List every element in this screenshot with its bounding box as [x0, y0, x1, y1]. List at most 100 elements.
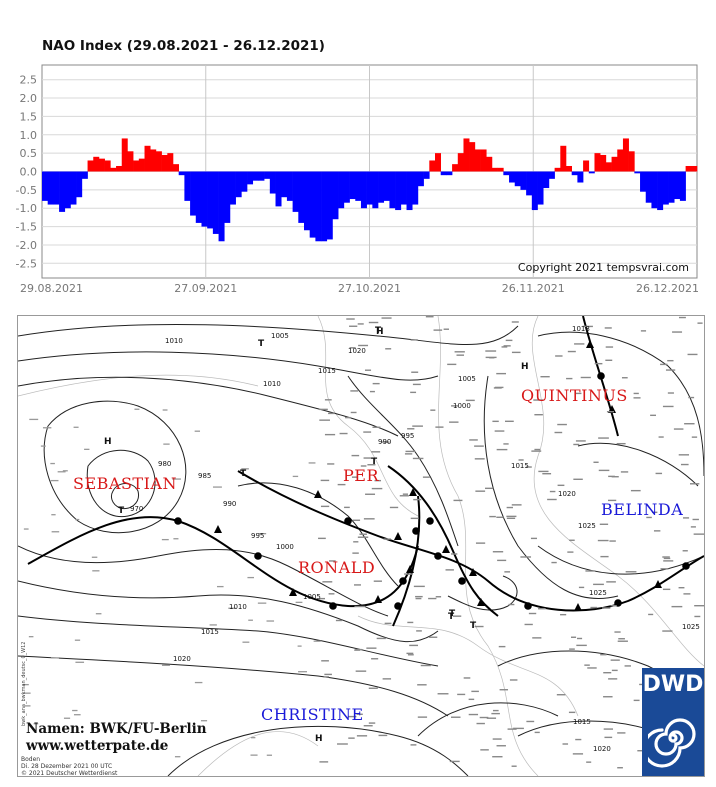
station-plot — [350, 411, 357, 414]
station-plot — [74, 518, 80, 521]
station-plot — [590, 606, 598, 609]
station-plot — [323, 676, 329, 678]
station-plot — [415, 597, 422, 600]
station-plot — [556, 694, 566, 696]
station-plot — [28, 636, 34, 638]
station-plot — [402, 493, 409, 495]
nao-bar — [167, 153, 174, 172]
station-plot — [480, 749, 489, 751]
nao-bar — [446, 171, 453, 176]
y-tick-label: -1.0 — [16, 202, 37, 215]
station-plot — [602, 607, 611, 609]
isobar-value-label: 1005 — [458, 375, 476, 383]
x-tick-label: 27.09.2021 — [174, 282, 237, 295]
nao-bar — [190, 171, 197, 216]
station-plot — [328, 412, 335, 415]
station-plot — [662, 630, 673, 632]
station-plot — [292, 475, 299, 478]
station-plot — [573, 478, 583, 480]
station-plot — [364, 369, 372, 371]
nao-bar — [121, 138, 128, 172]
station-plot — [501, 346, 508, 348]
station-plot — [63, 717, 71, 719]
warm-front-marker — [344, 517, 352, 525]
isobar-value-label: 980 — [158, 460, 171, 468]
nao-bar — [116, 165, 123, 172]
station-plot — [621, 377, 628, 379]
nao-bar — [241, 171, 248, 192]
nao-bar — [503, 171, 510, 176]
station-plot — [410, 391, 417, 394]
station-plot — [692, 518, 699, 521]
station-plot — [447, 363, 457, 366]
dwd-logo-text: DWD — [642, 672, 704, 697]
station-plot — [658, 436, 664, 438]
station-plot — [454, 351, 465, 353]
isobar — [447, 575, 518, 611]
station-plot — [693, 533, 704, 535]
isobar-value-label: 1015 — [511, 462, 529, 470]
nao-bar — [275, 171, 282, 207]
station-plot — [452, 615, 462, 617]
warm-front-marker — [458, 577, 466, 585]
warm-front-marker — [329, 602, 337, 610]
nao-bar — [161, 154, 168, 172]
station-plot — [411, 371, 419, 373]
nao-bar — [321, 171, 328, 242]
station-plot — [410, 339, 418, 341]
station-plot — [57, 471, 66, 473]
station-plot — [486, 717, 497, 719]
nao-bar — [691, 165, 698, 172]
copyright-label: Copyright 2021 tempsvrai.com — [518, 261, 689, 274]
isobar — [18, 323, 519, 346]
station-plot — [573, 443, 580, 446]
station-plot — [524, 623, 533, 626]
station-plot — [51, 531, 60, 533]
station-plot — [662, 588, 671, 591]
warm-front-marker — [394, 602, 402, 610]
cold-front-marker — [442, 545, 450, 553]
station-plot — [247, 576, 254, 579]
station-plot — [321, 660, 329, 662]
weather-front — [237, 470, 704, 612]
map-side-label: bwk_ana_bwkman_deutsc_0_W12 — [21, 642, 27, 726]
station-plot — [680, 463, 689, 466]
station-plot — [161, 664, 170, 666]
station-plot — [339, 432, 348, 435]
station-plot — [609, 540, 616, 542]
station-plot — [372, 426, 381, 428]
station-plot — [363, 725, 373, 727]
station-plot — [443, 328, 449, 330]
nao-bar — [400, 171, 407, 205]
station-plot — [646, 516, 652, 519]
station-plot — [433, 329, 443, 331]
station-plot — [603, 728, 614, 730]
cold-front-marker — [214, 525, 222, 533]
station-plot — [172, 478, 181, 480]
nao-bar — [417, 171, 424, 187]
nao-bar — [93, 156, 100, 172]
pressure-centre-label: H — [315, 734, 323, 744]
station-plot — [691, 436, 698, 438]
nao-bar — [338, 171, 345, 209]
station-plot — [95, 613, 102, 615]
station-plot — [327, 463, 335, 465]
station-plot — [40, 445, 46, 447]
chart-title: NAO Index (29.08.2021 - 26.12.2021) — [42, 38, 325, 54]
station-plot — [620, 471, 629, 473]
station-plot — [359, 533, 367, 535]
station-plot — [624, 665, 631, 667]
nao-bar — [252, 171, 259, 181]
isobar-value-label: 1025 — [682, 623, 700, 631]
station-plot — [475, 490, 486, 492]
isobar-value-label: 990 — [223, 500, 236, 508]
isobar-value-label: 1010 — [165, 337, 183, 345]
station-plot — [568, 711, 576, 714]
nao-bar — [64, 171, 71, 209]
station-plot — [697, 322, 703, 324]
station-plot — [430, 409, 436, 411]
station-plot — [92, 570, 100, 572]
cold-front-marker — [406, 565, 414, 573]
nao-bar — [155, 151, 162, 172]
station-plot — [580, 376, 591, 379]
